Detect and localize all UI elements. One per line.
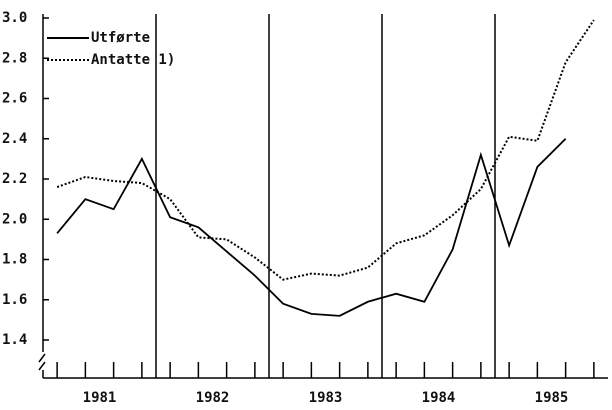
y-tick-label: 3.0 (2, 10, 27, 26)
y-tick-label: 2.0 (2, 211, 27, 227)
y-tick-label: 2.6 (2, 91, 27, 107)
series-line (56, 138, 567, 317)
y-axis-break (38, 361, 46, 371)
y-tick-label: 2.4 (2, 131, 27, 147)
x-tick-label: 1985 (535, 390, 569, 406)
x-tick-label: 1984 (422, 390, 456, 406)
y-tick-label: 1.4 (2, 332, 27, 348)
y-tick-label: 2.2 (2, 171, 27, 187)
x-tick-label: 1981 (83, 390, 117, 406)
x-tick-label: 1983 (309, 390, 343, 406)
series-line (56, 19, 595, 281)
y-tick-label: 1.6 (2, 292, 27, 308)
y-axis-break (38, 353, 46, 363)
legend-label: Antatte 1) (91, 52, 175, 68)
y-tick-label: 2.8 (2, 50, 27, 66)
x-tick-label: 1982 (196, 390, 230, 406)
legend-label: Utførte (91, 30, 150, 46)
y-tick-label: 1.8 (2, 252, 27, 268)
